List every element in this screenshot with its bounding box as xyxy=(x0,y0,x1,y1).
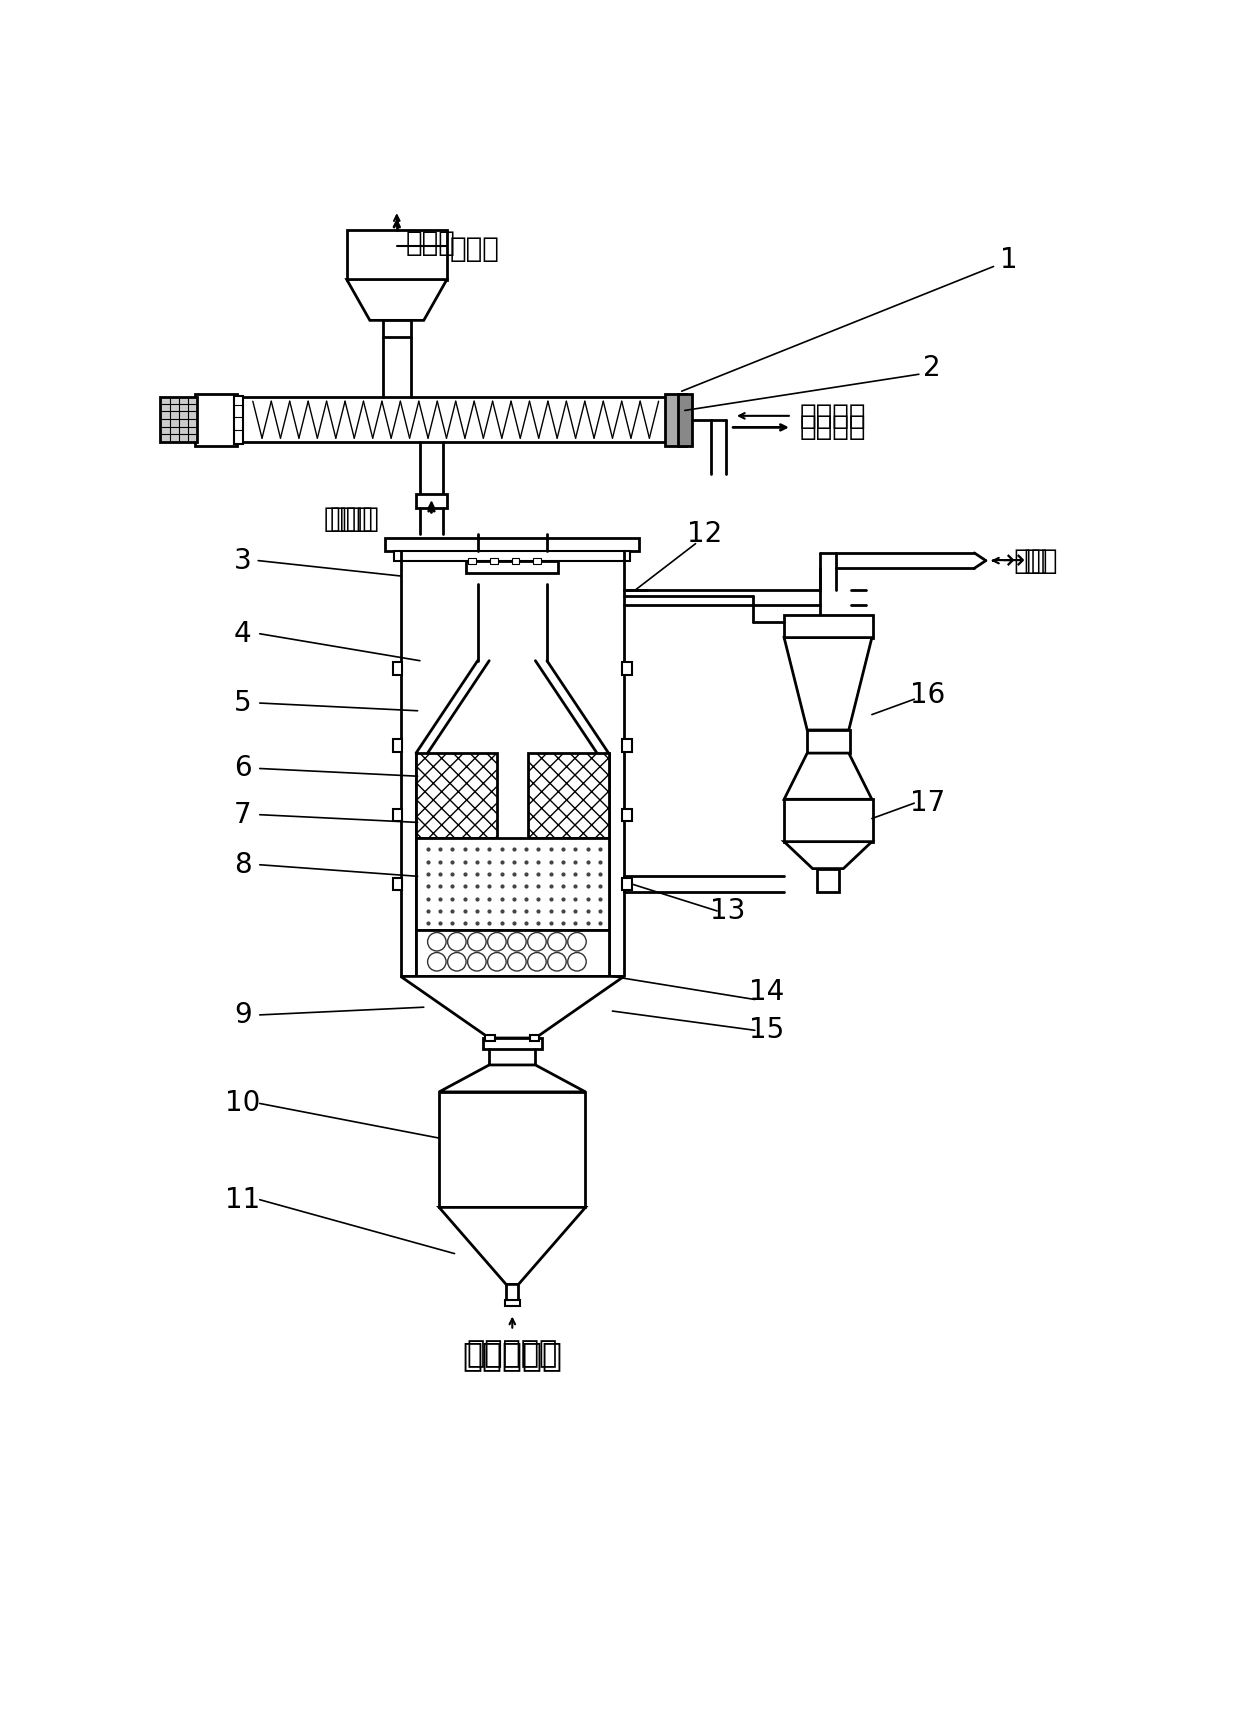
Bar xyxy=(490,559,497,564)
Text: 12: 12 xyxy=(687,519,723,547)
Bar xyxy=(622,808,631,820)
Polygon shape xyxy=(784,638,872,729)
Bar xyxy=(529,1035,539,1041)
Bar xyxy=(622,877,631,891)
Circle shape xyxy=(487,953,506,972)
Text: 16: 16 xyxy=(910,681,946,709)
Bar xyxy=(505,1300,520,1305)
Bar xyxy=(393,740,402,752)
Text: 4: 4 xyxy=(234,619,252,648)
Circle shape xyxy=(467,953,486,972)
Text: →烟气: →烟气 xyxy=(991,547,1048,574)
Bar xyxy=(417,838,609,931)
Text: 出水口: 出水口 xyxy=(449,234,498,263)
Text: 2: 2 xyxy=(923,354,941,382)
Text: 5: 5 xyxy=(234,690,252,717)
Circle shape xyxy=(448,932,466,951)
Text: 出水口: 出水口 xyxy=(405,229,456,258)
Polygon shape xyxy=(439,1207,585,1285)
Circle shape xyxy=(568,932,587,951)
Circle shape xyxy=(428,932,446,951)
Bar xyxy=(393,808,402,820)
Text: 进水口: 进水口 xyxy=(329,506,379,533)
Text: 混合气入口: 混合气入口 xyxy=(466,1340,558,1367)
Text: 9: 9 xyxy=(234,1001,252,1029)
Bar xyxy=(393,877,402,891)
Text: 15: 15 xyxy=(749,1017,784,1044)
Circle shape xyxy=(507,953,526,972)
Text: 1: 1 xyxy=(1001,246,1018,273)
Bar xyxy=(195,394,237,445)
Circle shape xyxy=(568,953,587,972)
Bar xyxy=(484,1037,542,1049)
Circle shape xyxy=(507,932,526,951)
Text: 氮气入口: 氮气入口 xyxy=(800,402,866,430)
Bar xyxy=(784,614,873,638)
Bar xyxy=(439,1092,585,1207)
Circle shape xyxy=(528,953,546,972)
Text: 进水口: 进水口 xyxy=(324,506,373,533)
Bar xyxy=(622,662,631,674)
Bar xyxy=(485,1035,495,1041)
Text: 3: 3 xyxy=(234,547,252,574)
Text: 14: 14 xyxy=(749,977,784,1006)
Circle shape xyxy=(528,932,546,951)
Polygon shape xyxy=(401,977,624,1037)
Bar xyxy=(665,394,686,445)
Polygon shape xyxy=(439,1065,585,1092)
Text: 6: 6 xyxy=(234,755,252,783)
Bar xyxy=(533,559,541,564)
Bar xyxy=(622,740,631,752)
Polygon shape xyxy=(784,841,872,869)
Bar xyxy=(512,559,520,564)
Bar xyxy=(383,320,410,337)
Circle shape xyxy=(548,932,567,951)
Bar xyxy=(233,396,243,444)
Bar xyxy=(386,537,640,552)
Polygon shape xyxy=(784,753,872,800)
Bar xyxy=(237,397,675,442)
Text: 7: 7 xyxy=(234,802,252,829)
Bar xyxy=(417,494,446,507)
Bar xyxy=(469,559,476,564)
Text: 13: 13 xyxy=(711,896,745,925)
Bar xyxy=(417,931,609,984)
Text: →烟气: →烟气 xyxy=(1001,547,1058,574)
Bar xyxy=(678,394,692,445)
Bar xyxy=(784,800,873,841)
Bar xyxy=(160,397,197,442)
Polygon shape xyxy=(347,280,446,320)
Circle shape xyxy=(467,932,486,951)
Circle shape xyxy=(428,953,446,972)
Circle shape xyxy=(448,953,466,972)
Polygon shape xyxy=(528,753,609,838)
Text: 10: 10 xyxy=(226,1089,260,1118)
Circle shape xyxy=(548,953,567,972)
Text: 混合气入口: 混合气入口 xyxy=(463,1338,562,1373)
Polygon shape xyxy=(417,753,497,838)
Bar xyxy=(807,729,849,753)
Bar xyxy=(466,561,558,573)
Text: 11: 11 xyxy=(226,1185,260,1214)
Circle shape xyxy=(487,932,506,951)
Bar xyxy=(394,552,630,561)
Bar xyxy=(347,229,446,280)
Text: 17: 17 xyxy=(910,789,946,817)
Bar xyxy=(817,869,838,891)
Bar xyxy=(393,662,402,674)
Text: 8: 8 xyxy=(234,851,252,879)
Text: 氮气入口: 氮气入口 xyxy=(800,413,866,442)
